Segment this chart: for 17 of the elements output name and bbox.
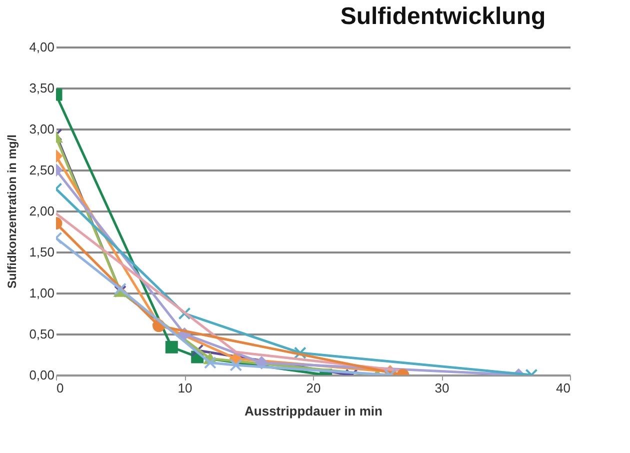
x-axis-title: Ausstrippdauer in min [244,404,383,418]
y-tick-label: 0,50 [29,326,54,342]
x-tick-label: 10 [178,380,192,396]
x-tick-label: 0 [56,380,64,396]
y-tick-label: 4,00 [29,40,54,54]
y-tick-label: 2,50 [29,162,54,178]
x-tick-label: 30 [434,380,450,396]
y-tick-label: 1,50 [29,244,54,260]
chart-title: Sulfidentwicklung [340,3,546,30]
y-tick-label: 3,00 [29,122,54,136]
y-tick-label: 1,00 [29,286,54,300]
x-tick-label: 40 [556,380,570,396]
y-tick-label: 2,00 [29,204,54,218]
y-tick-label: 0,00 [29,368,54,382]
y-axis-title: Sulfidkonzentration in mg/l [5,134,20,288]
x-tick-label: 20 [306,380,321,396]
y-tick-label: 3,50 [29,80,54,96]
